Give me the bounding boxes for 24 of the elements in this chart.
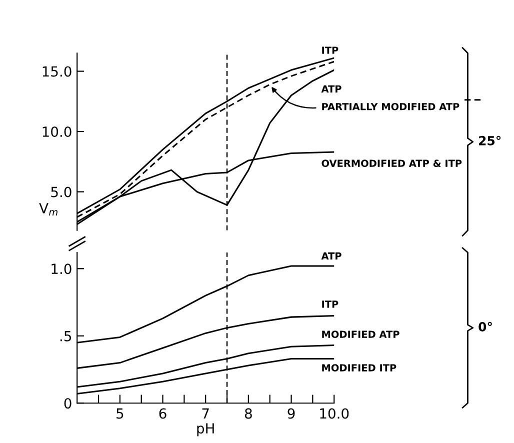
x-axis-title: pH (197, 423, 214, 436)
legend-label: PARTIALLY MODIFIED ATP (322, 102, 460, 110)
x-tick-label: 9 (288, 408, 295, 419)
series-label: MODIFIED ATP (322, 330, 400, 338)
series-label: MODIFIED ITP (322, 364, 396, 372)
y-tick-label: 15.0 (42, 66, 72, 77)
x-tick-label: 8 (244, 408, 252, 419)
y-tick-label: 1.0 (52, 264, 72, 274)
series-label: ATP (321, 252, 342, 260)
series-label: ATP (321, 85, 342, 92)
y-tick-label: 10.0 (42, 126, 72, 137)
x-tick-label: 7 (202, 408, 209, 419)
text: 0° (478, 322, 492, 332)
y-tick-label: .5 (60, 331, 72, 342)
series-label: ITP (322, 300, 338, 308)
x-tick-label: 6 (159, 408, 166, 419)
x-tick-label: 10.0 (320, 408, 349, 419)
y-tick-label: 0 (64, 398, 72, 409)
y-axis-title: V$_{m}$ (39, 203, 58, 216)
series-label: ITP (322, 46, 338, 54)
text: 25° (479, 136, 501, 146)
x-tick-label: 5 (116, 408, 124, 419)
series-label: OVERMODIFIED ATP & ITP (322, 160, 462, 168)
y-tick-label: 5.0 (51, 186, 72, 198)
